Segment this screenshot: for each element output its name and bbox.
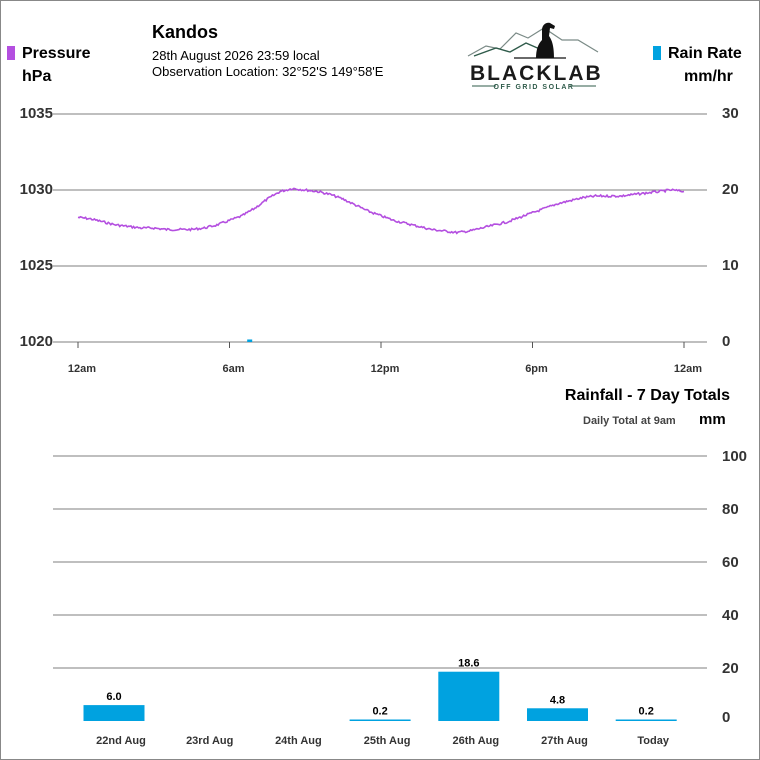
rainfall-bar [83, 705, 145, 721]
rainfall-value-label: 18.6 [458, 658, 479, 670]
logo-mountains [467, 27, 599, 57]
rain-rate-unit-label: mm/hr [684, 68, 733, 85]
x-axis-tick-label: 6am [222, 363, 244, 375]
x-axis-tick-label: 6pm [525, 363, 548, 375]
category-label: 22nd Aug [96, 735, 146, 747]
observation-location: Observation Location: 32°52'S 149°58'E [152, 64, 384, 79]
rainfall-axis-tick-label: 60 [722, 554, 739, 571]
rain-rate-axis-tick-label: 10 [722, 257, 739, 274]
rainfall-axis-tick-label: 0 [722, 709, 730, 726]
rain-rate-axis-tick-label: 30 [722, 105, 739, 122]
rainfall-value-label: 6.0 [106, 691, 121, 703]
rainfall-value-label: 0.2 [372, 706, 387, 718]
pressure-legend-swatch [7, 46, 15, 60]
rainfall-value-label: 4.8 [550, 694, 565, 706]
blacklab-logo: BLACKLAB OFF GRID SOLAR [467, 22, 602, 91]
rain-rate-bar [247, 339, 253, 342]
rainfall-axis-tick-label: 20 [722, 660, 739, 677]
rainfall-bar [615, 719, 677, 721]
rain-rate-axis-tick-label: 0 [722, 333, 730, 350]
rainfall-7day-chart: 0 20 40 60 80 100 6.0 0.2 18.6 4.8 0.2 22nd Aug 23… [53, 448, 747, 747]
x-axis-tick-label: 12am [674, 363, 702, 375]
rainfall-axis-tick-label: 80 [722, 501, 739, 518]
logo-brand-text: BLACKLAB [470, 62, 602, 85]
x-axis-tick-label: 12pm [371, 363, 400, 375]
rain-rate-axis-tick-label: 20 [722, 181, 739, 198]
category-label: 26th Aug [452, 735, 499, 747]
rain-rate-legend-swatch [653, 46, 661, 60]
pressure-axis-tick-label: 1025 [20, 257, 53, 274]
pressure-unit-label: hPa [22, 68, 52, 85]
category-label: 27th Aug [541, 735, 588, 747]
rain-rate-legend-label: Rain Rate [668, 45, 742, 62]
observation-datetime: 28th August 2026 23:59 local [152, 48, 320, 63]
logo-tagline-text: OFF GRID SOLAR [494, 84, 575, 91]
pressure-axis-tick-label: 1035 [20, 105, 53, 122]
logo-mountains-front [473, 42, 543, 57]
pressure-axis-tick-label: 1020 [20, 333, 53, 350]
rainfall-title: Rainfall - 7 Day Totals [564, 387, 730, 404]
rainfall-value-label: 0.2 [639, 706, 654, 718]
rainfall-bar [349, 719, 411, 721]
rainfall-bar [438, 671, 500, 721]
x-axis-tick-label: 12am [68, 363, 96, 375]
rainfall-bar [527, 708, 588, 721]
category-label: Today [637, 735, 669, 747]
rainfall-unit-label: mm [699, 411, 726, 428]
category-label: 24th Aug [275, 735, 322, 747]
category-label: 23rd Aug [186, 735, 233, 747]
rainfall-axis-tick-label: 100 [722, 448, 747, 465]
category-label: 25th Aug [364, 735, 411, 747]
pressure-line [77, 187, 685, 235]
rainfall-subtitle: Daily Total at 9am [583, 415, 676, 427]
rainfall-axis-tick-label: 40 [722, 607, 739, 624]
location-title: Kandos [152, 22, 219, 42]
logo-dog-silhouette [536, 22, 555, 58]
pressure-axis-tick-label: 1030 [20, 181, 53, 198]
pressure-legend-label: Pressure [22, 45, 91, 62]
